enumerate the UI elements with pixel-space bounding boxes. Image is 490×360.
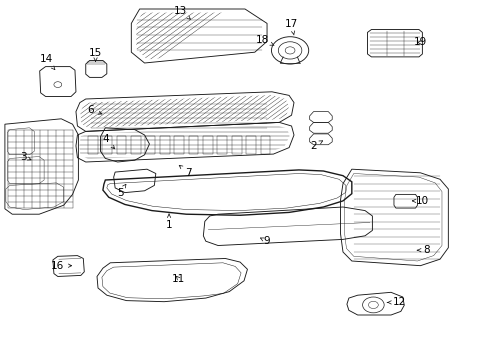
Text: 13: 13 <box>173 6 191 19</box>
Bar <box>174 136 184 154</box>
Bar <box>117 136 126 154</box>
Bar <box>160 136 170 154</box>
Bar <box>246 136 256 154</box>
Bar <box>189 136 198 154</box>
Text: 2: 2 <box>310 141 323 151</box>
Bar <box>88 136 98 154</box>
Text: 17: 17 <box>285 19 298 35</box>
Text: 5: 5 <box>117 184 126 198</box>
Text: 1: 1 <box>166 214 172 230</box>
Text: 14: 14 <box>39 54 55 69</box>
Text: 6: 6 <box>87 105 102 115</box>
Text: 3: 3 <box>20 152 31 162</box>
Text: 18: 18 <box>255 35 274 45</box>
Bar <box>146 136 155 154</box>
Text: 10: 10 <box>413 196 429 206</box>
Text: 8: 8 <box>417 245 430 255</box>
Text: 9: 9 <box>261 236 270 246</box>
Bar <box>203 136 213 154</box>
Text: 15: 15 <box>89 48 102 61</box>
Bar <box>261 136 270 154</box>
Bar <box>102 136 112 154</box>
Bar <box>131 136 141 154</box>
Text: 4: 4 <box>102 134 115 149</box>
Bar <box>218 136 227 154</box>
Bar <box>232 136 242 154</box>
Text: 16: 16 <box>51 261 72 271</box>
Text: 19: 19 <box>414 37 427 48</box>
Text: 7: 7 <box>179 165 192 178</box>
Text: 11: 11 <box>172 274 186 284</box>
Text: 12: 12 <box>387 297 406 307</box>
